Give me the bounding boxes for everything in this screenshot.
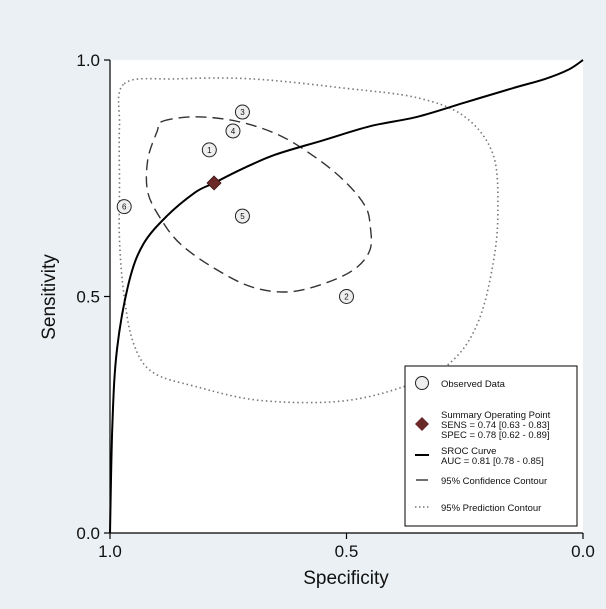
summary-operating-point [206,175,222,191]
legend-label-prediction: 95% Prediction Contour [441,503,541,514]
y-tick-label: 0.5 [76,288,100,307]
confidence-contour [145,116,373,293]
observed-point-label: 5 [240,212,245,221]
observed-point [339,289,354,304]
legend-label-sroc: AUC = 0.81 [0.78 - 0.85] [441,456,544,467]
y-tick-label: 0.0 [76,524,100,543]
y-axis-label: Sensitivity [39,254,60,340]
observed-point-label: 2 [344,293,349,302]
observed-point [116,199,132,215]
observed-point [225,123,241,139]
legend-label-confidence: 95% Confidence Contour [441,476,547,487]
observed-point [201,142,217,158]
legend-label-summary: Summary Operating Point [441,410,551,421]
observed-point-label: 1 [207,146,212,155]
observed-point [234,104,250,120]
observed-point-label: 6 [122,203,127,212]
sroc-curve [109,59,584,534]
legend-label-sroc: SROC Curve [441,446,496,457]
legend-box [404,365,578,527]
x-tick-label: 0.5 [335,542,359,561]
x-tick-label: 1.0 [98,542,122,561]
legend-label-summary: SENS = 0.74 [0.63 - 0.83] [441,420,550,431]
observed-point-label: 3 [240,108,245,117]
prediction-contour [117,77,499,404]
legend-summary-symbol [415,417,429,431]
legend-label-observed: Observed Data [441,379,506,390]
observed-point [234,208,250,224]
observed-point-label: 4 [231,127,236,136]
y-tick-label: 1.0 [76,51,100,70]
legend-observed-symbol [415,376,429,390]
legend-label-summary: SPEC = 0.78 [0.62 - 0.89] [441,430,550,441]
x-tick-label: 0.0 [571,542,595,561]
x-axis-label: Specificity [303,568,389,589]
